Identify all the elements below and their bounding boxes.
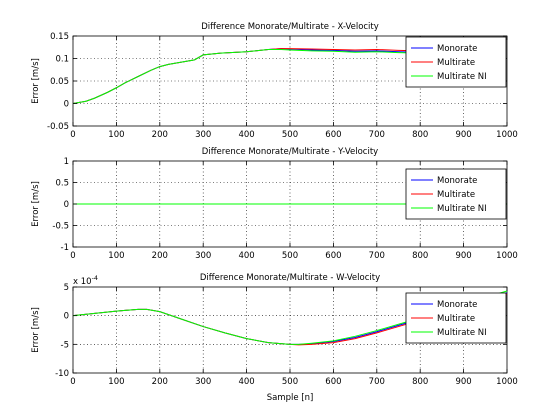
x-tick-label: 900 <box>455 251 471 261</box>
x-tick-label: 1000 <box>496 130 518 140</box>
y-tick-label: 0 <box>64 312 69 322</box>
x-tick-label: 1000 <box>496 377 518 387</box>
y-axis-label: Error [m/s] <box>31 307 41 353</box>
x-tick-label: 500 <box>282 251 298 261</box>
axes-ticks: 0 100 200 300 400 500 600 700 800 900 1000 -10 -5 0 5 <box>55 283 518 387</box>
x-tick-label: 700 <box>369 251 385 261</box>
x-tick-label: 300 <box>195 251 211 261</box>
series-group <box>72 48 464 104</box>
x-tick-label: 800 <box>412 130 428 140</box>
multiplier-base: x 10 <box>73 277 92 287</box>
x-tick-label: 900 <box>455 130 471 140</box>
legend-label-multirate: Multirate <box>437 314 475 324</box>
legend-label-monorate: Monorate <box>437 44 477 54</box>
legend-label-multirate: Multirate <box>437 58 475 68</box>
x-tick-label: 200 <box>152 377 168 387</box>
y-tick-label: 0 <box>64 100 69 110</box>
y-tick-label: 0.15 <box>50 32 69 42</box>
legend-label-multirate-ni: Multirate NI <box>437 328 487 338</box>
legend: Monorate Multirate Multirate NI <box>405 168 507 220</box>
x-tick-label: 800 <box>412 377 428 387</box>
chart-title: Difference Monorate/Multirate - X-Veloci… <box>201 22 379 32</box>
x-tick-label: 0 <box>70 130 75 140</box>
x-tick-label: 100 <box>108 130 124 140</box>
subplot-w-velocity: 0 100 200 300 400 500 600 700 800 900 1000-10-505 … <box>31 273 518 403</box>
x-tick-label: 400 <box>238 377 254 387</box>
x-tick-label: 800 <box>412 251 428 261</box>
y-tick-label: 1 <box>64 157 69 167</box>
subplot-x-velocity: 0 100 200 300 400 500 600 700 800 900 1000-0.0500.… <box>31 22 518 140</box>
y-tick-label: -0.5 <box>52 222 69 232</box>
legend: Monorate Multirate Multirate NI <box>405 292 507 344</box>
y-tick-label: -1 <box>61 243 69 253</box>
x-tick-label: 500 <box>282 377 298 387</box>
x-tick-label: 900 <box>455 377 471 387</box>
x-tick-label: 100 <box>108 377 124 387</box>
legend-label-monorate: Monorate <box>437 300 477 310</box>
x-tick-label: 400 <box>238 130 254 140</box>
y-axis-label: Error [m/s] <box>31 58 41 104</box>
y-axis-label: Error [m/s] <box>31 181 41 227</box>
x-tick-label: 400 <box>238 251 254 261</box>
series-line-multirate-ni <box>72 49 464 104</box>
chart-title: Difference Monorate/Multirate - W-Veloci… <box>200 273 380 283</box>
y-tick-label: 5 <box>64 283 69 293</box>
y-tick-label: 0.5 <box>55 179 69 189</box>
x-tick-label: 700 <box>369 377 385 387</box>
x-tick-label: 300 <box>195 377 211 387</box>
axes-ticks: 0 100 200 300 400 500 600 700 800 900 1000 -1 -0.5 0 0… <box>52 157 517 261</box>
y-tick-label: -10 <box>55 369 69 379</box>
y-tick-label: 0 <box>64 200 69 210</box>
legend-label-multirate: Multirate <box>437 190 475 200</box>
legend-label-monorate: Monorate <box>437 176 477 186</box>
x-tick-label: 200 <box>152 251 168 261</box>
x-tick-label: 300 <box>195 130 211 140</box>
x-tick-label: 500 <box>282 130 298 140</box>
multiplier-exponent: -4 <box>92 274 98 282</box>
y-tick-label: 0.1 <box>55 55 69 65</box>
legend: Monorate Multirate Multirate NI <box>405 36 507 88</box>
x-tick-label: 700 <box>369 130 385 140</box>
x-tick-label: 1000 <box>496 251 518 261</box>
y-tick-label: -0.05 <box>47 122 69 132</box>
x-tick-label: 0 <box>70 251 75 261</box>
x-tick-label: 200 <box>152 130 168 140</box>
x-tick-label: 600 <box>325 130 341 140</box>
x-tick-label: 600 <box>325 377 341 387</box>
y-axis-multiplier: x 10-4 <box>73 274 98 287</box>
y-tick-label: -5 <box>61 340 69 350</box>
x-tick-label: 100 <box>108 251 124 261</box>
y-tick-label: 0.05 <box>50 77 69 87</box>
axes-ticks: 0 100 200 300 400 500 600 700 800 900 1000-0.0500.… <box>47 32 518 140</box>
x-axis-label: Sample [n] <box>267 393 314 403</box>
legend-label-multirate-ni: Multirate NI <box>437 204 487 214</box>
subplot-y-velocity: 0 100 200 300 400 500 600 700 800 900 1000 -1 -0.5 0 0… <box>31 147 518 261</box>
x-tick-label: 600 <box>325 251 341 261</box>
x-tick-label: 0 <box>70 377 75 387</box>
legend-label-multirate-ni: Multirate NI <box>437 72 487 82</box>
chart-title: Difference Monorate/Multirate - Y-Veloci… <box>202 147 378 157</box>
